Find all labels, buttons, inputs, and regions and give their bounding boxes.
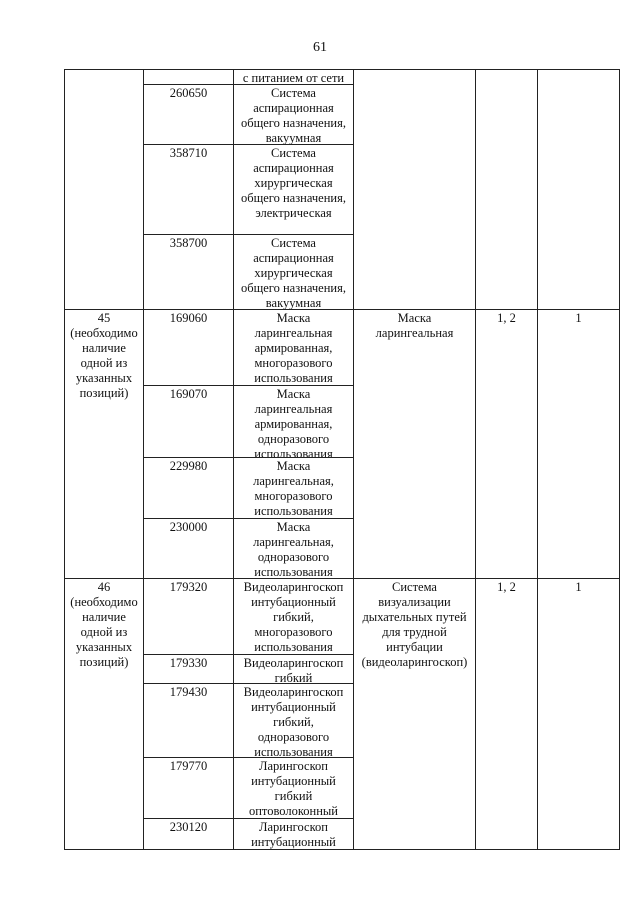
item-name-cell: с питанием от сети <box>233 69 354 85</box>
code-cell: 229980 <box>143 457 234 519</box>
item-name-cell: Видеоларингоскоп гибкий <box>233 654 354 684</box>
position-number-cell: 45 (необходимо наличие одной из указанны… <box>64 309 144 579</box>
item-name-cell: Система аспирационная хирургическая обще… <box>233 144 354 235</box>
item-name-cell: Видеоларингоскоп интубационный гибкий, м… <box>233 578 354 655</box>
code-cell: 179320 <box>143 578 234 655</box>
item-name-cell: Система аспирационная хирургическая обще… <box>233 234 354 310</box>
device-name-cell <box>353 69 476 310</box>
code-cell: 179770 <box>143 757 234 819</box>
quantity-cell: 1 <box>537 578 620 850</box>
code-cell: 179430 <box>143 683 234 758</box>
conditions-cell <box>475 69 538 310</box>
item-name-cell: Система аспирационная общего назначения,… <box>233 84 354 145</box>
item-name-cell: Маска ларингеальная, многоразового испол… <box>233 457 354 519</box>
item-name-cell: Видеоларингоскоп интубационный гибкий, о… <box>233 683 354 758</box>
code-cell: 230120 <box>143 818 234 850</box>
code-cell: 179330 <box>143 654 234 684</box>
code-cell: 358700 <box>143 234 234 310</box>
code-cell <box>143 69 234 85</box>
conditions-cell: 1, 2 <box>475 578 538 850</box>
position-number-cell <box>64 69 144 310</box>
code-cell: 260650 <box>143 84 234 145</box>
code-cell: 230000 <box>143 518 234 579</box>
item-name-cell: Ларингоскоп интубационный <box>233 818 354 850</box>
conditions-cell: 1, 2 <box>475 309 538 579</box>
quantity-cell: 1 <box>537 309 620 579</box>
code-cell: 358710 <box>143 144 234 235</box>
device-name-cell: Система визуализации дыхательных путей д… <box>353 578 476 850</box>
item-name-cell: Маска ларингеальная армированная, многор… <box>233 309 354 386</box>
item-name-cell: Ларингоскоп интубационный гибкий оптовол… <box>233 757 354 819</box>
quantity-cell <box>537 69 620 310</box>
position-number-cell: 46 (необходимо наличие одной из указанны… <box>64 578 144 850</box>
page-number: 61 <box>313 40 327 55</box>
item-name-cell: Маска ларингеальная армированная, однора… <box>233 385 354 458</box>
code-cell: 169060 <box>143 309 234 386</box>
item-name-cell: Маска ларингеальная, одноразового исполь… <box>233 518 354 579</box>
device-name-cell: Маска ларингеальная <box>353 309 476 579</box>
code-cell: 169070 <box>143 385 234 458</box>
